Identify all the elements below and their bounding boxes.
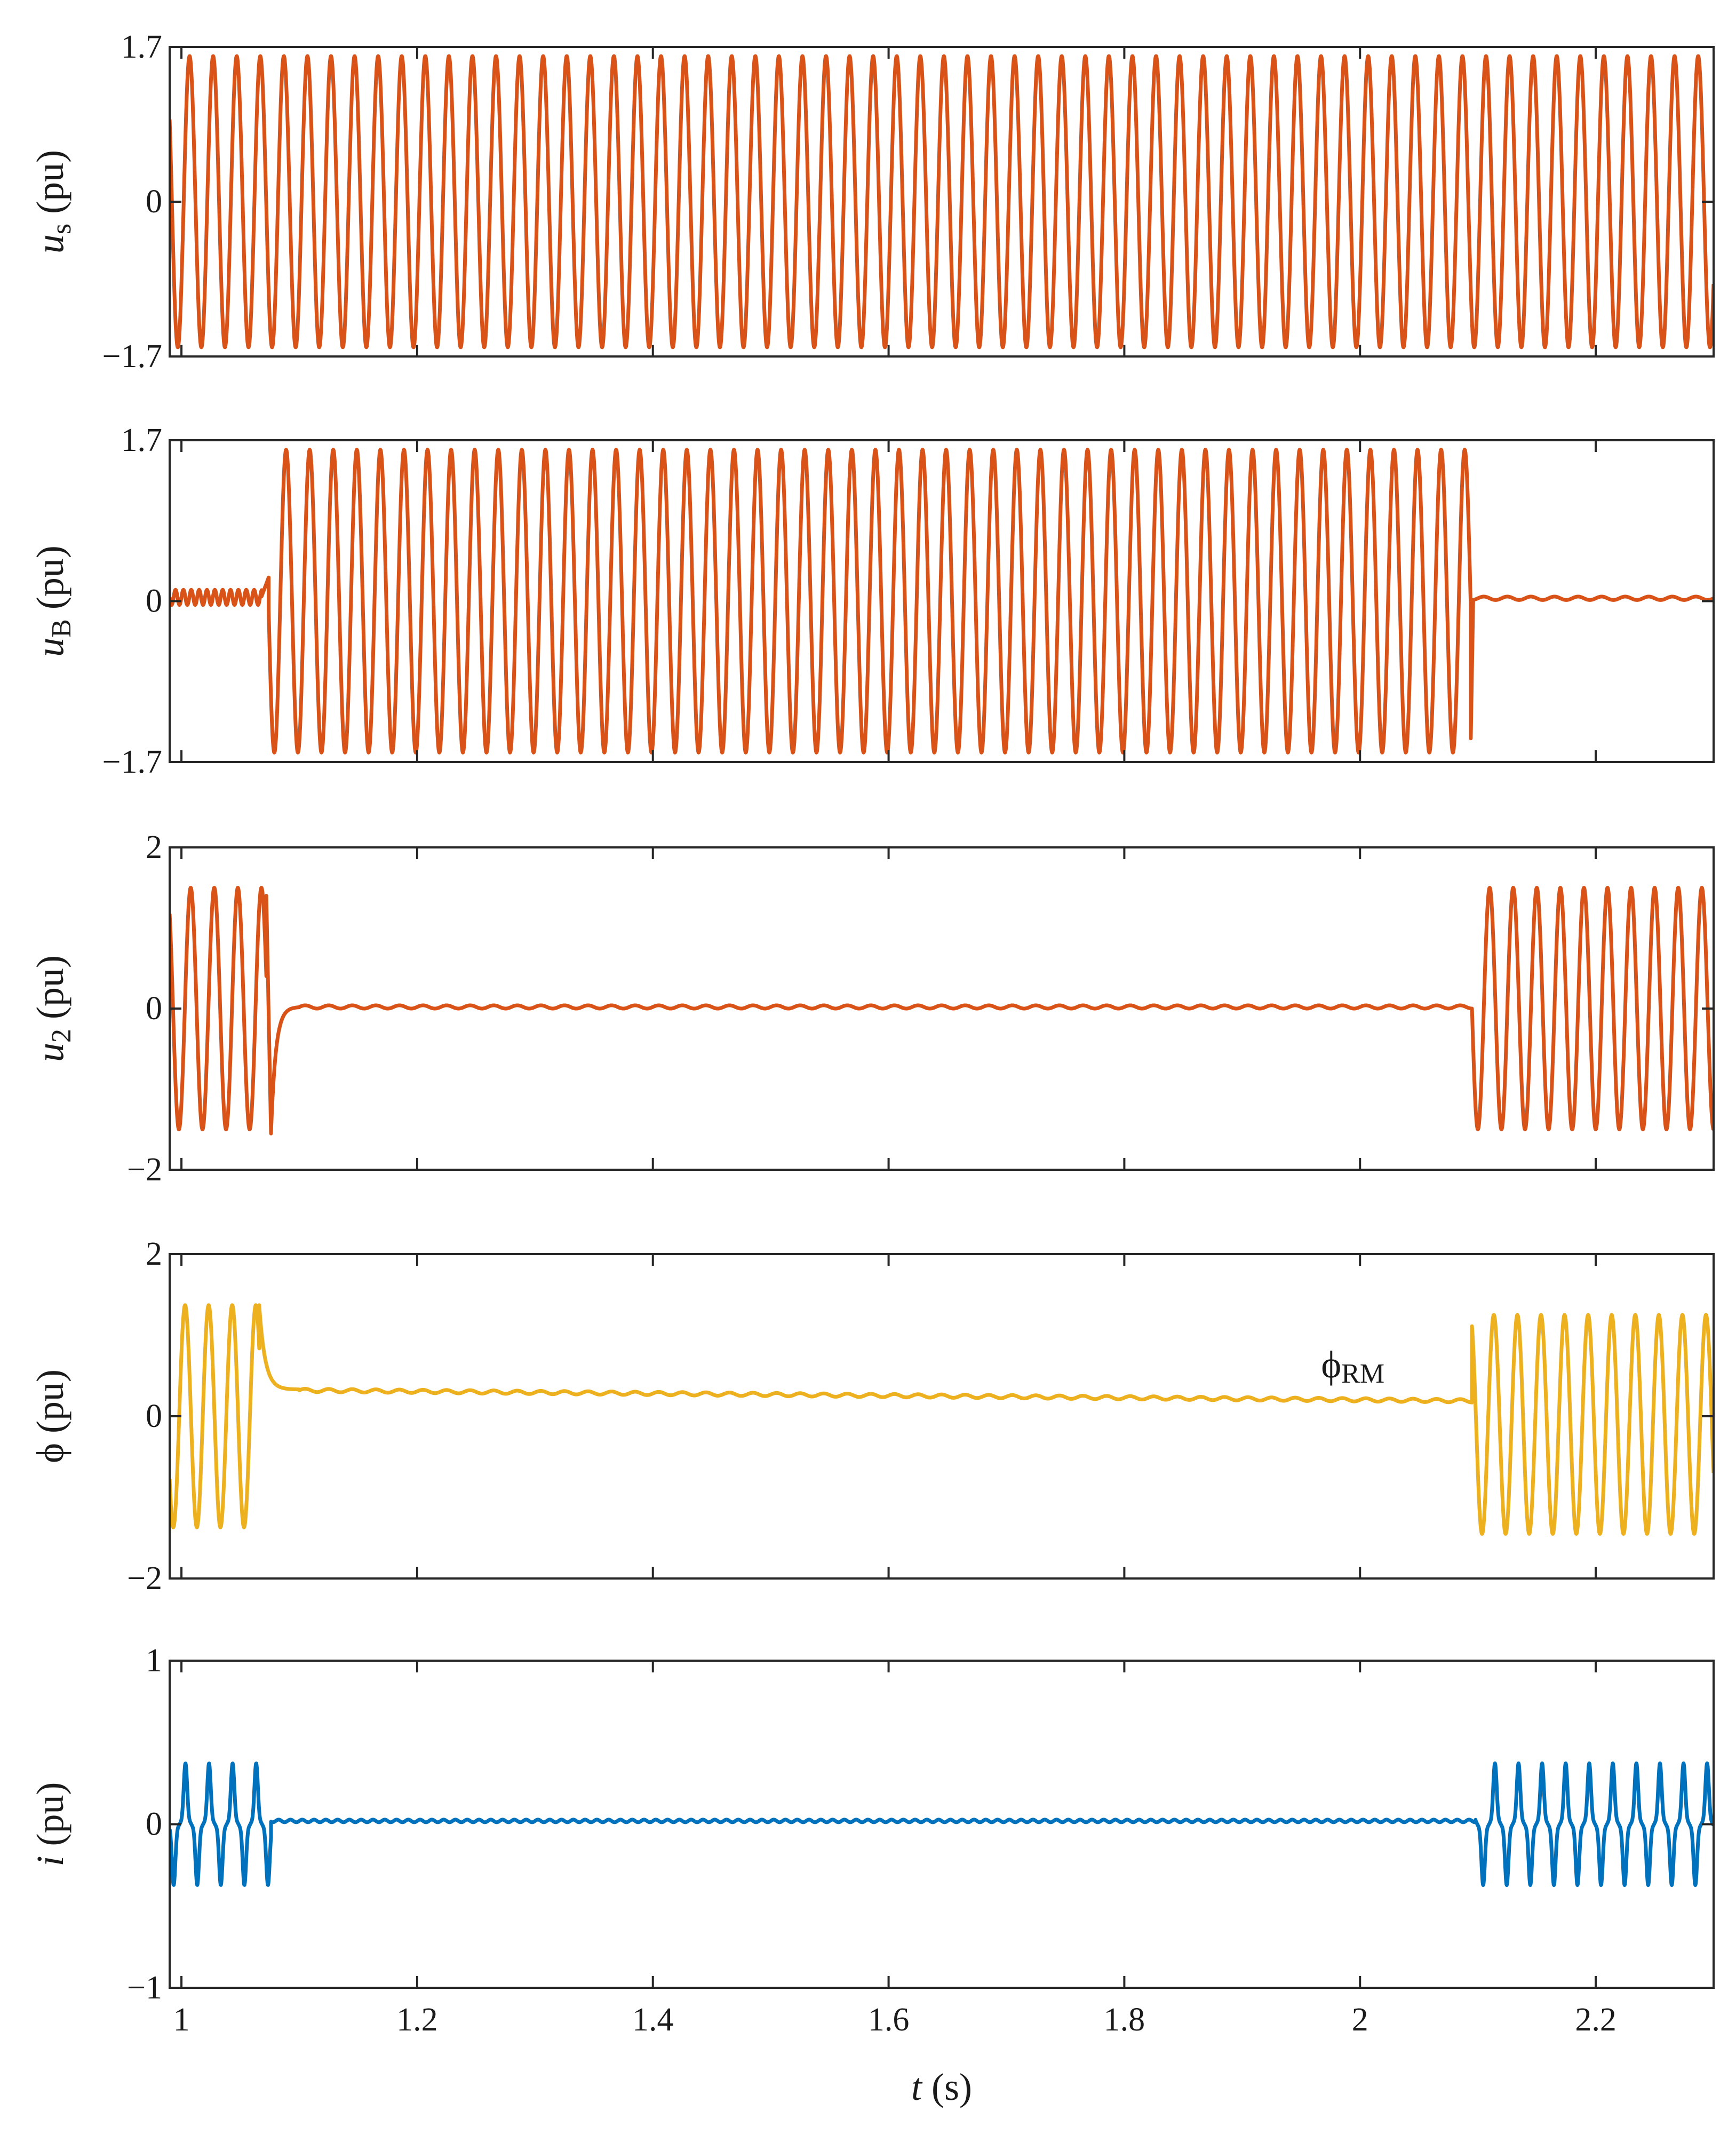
y-tick-label-phi: −2 xyxy=(127,1560,162,1597)
y-tick-label-phi: 0 xyxy=(146,1398,162,1434)
y-tick-label-u2: 0 xyxy=(146,990,162,1027)
x-tick-label: 1.4 xyxy=(632,2002,674,2038)
panel-phi: −2 0 2 ϕ (pu) ϕRM xyxy=(29,1236,1715,1597)
x-tick-label: 1 xyxy=(173,2002,190,2038)
panel-uB: −1.7 0 1.7 uB (pu) xyxy=(29,422,1715,780)
panels: −1.7 0 1.7 us (pu) −1.7 0 1.7 uB (pu) −2 0 2 u2 (pu… xyxy=(29,29,1715,2108)
y-axis-label-uB: uB (pu) xyxy=(29,545,77,657)
annotation-phi-rm: ϕRM xyxy=(1321,1343,1384,1389)
axes-frame-i xyxy=(169,1660,1715,1989)
y-axis-label-i: i (pu) xyxy=(29,1782,71,1867)
panel-u2: −2 0 2 u2 (pu) xyxy=(29,829,1715,1188)
y-tick-label-uB: 1.7 xyxy=(121,422,163,458)
y-tick-label-uB: −1.7 xyxy=(102,744,162,780)
series-line-phi xyxy=(170,1303,1714,1536)
series-line-u2 xyxy=(170,886,1714,1136)
x-axis-label: t (s) xyxy=(911,2066,972,2108)
series-line-us xyxy=(170,54,1714,350)
series-line-i xyxy=(170,1761,1714,1887)
y-tick-label-i: 0 xyxy=(146,1806,162,1843)
y-axis-label-phi: ϕ (pu) xyxy=(29,1369,71,1463)
y-tick-label-i: −1 xyxy=(127,1970,162,2006)
y-tick-label-us: 1.7 xyxy=(121,29,163,65)
y-tick-label-uB: 0 xyxy=(146,583,162,620)
y-tick-label-phi: 2 xyxy=(146,1236,162,1272)
x-tick-label: 1.6 xyxy=(868,2002,910,2038)
panel-i: −1 0 1 i (pu) 1 1.2 1.4 1.6 1.8 2 2.2 t (s) xyxy=(29,1643,1715,2108)
y-axis-label-us: us (pu) xyxy=(29,150,77,253)
y-axis-label-u2: u2 (pu) xyxy=(29,955,77,1062)
x-tick-label: 1.8 xyxy=(1104,2002,1145,2038)
panel-us: −1.7 0 1.7 us (pu) xyxy=(29,29,1715,375)
x-tick-label: 2 xyxy=(1352,2002,1368,2038)
y-tick-label-i: 1 xyxy=(146,1643,162,1679)
x-tick-label: 1.2 xyxy=(396,2002,438,2038)
y-tick-label-u2: −2 xyxy=(127,1152,162,1188)
series-line-uB xyxy=(170,448,1714,755)
y-tick-label-us: 0 xyxy=(146,184,162,220)
x-tick-label: 2.2 xyxy=(1575,2002,1616,2038)
y-tick-label-us: −1.7 xyxy=(102,338,162,375)
y-tick-label-u2: 2 xyxy=(146,829,162,866)
